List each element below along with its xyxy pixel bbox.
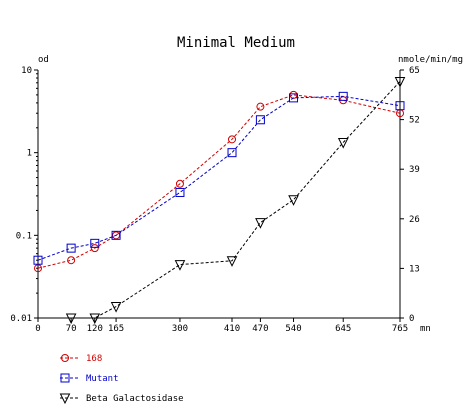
series-line <box>71 81 401 319</box>
y-right-tick-label: 52 <box>409 116 420 126</box>
data-point <box>111 230 121 240</box>
data-point <box>255 115 265 125</box>
data-point <box>289 93 299 103</box>
y-right-tick-label: 39 <box>409 165 420 175</box>
y-left-tick-label: 10 <box>21 66 32 76</box>
legend-entry: 168 <box>60 354 102 364</box>
x-tick-label: 470 <box>252 324 268 334</box>
data-point <box>175 179 184 188</box>
data-point <box>256 102 265 111</box>
data-point <box>174 260 186 271</box>
x-tick-label: 300 <box>172 324 188 334</box>
data-point <box>89 313 101 325</box>
legend-marker <box>61 354 69 362</box>
y-right-axis-label: nmole/min/mg <box>398 55 463 65</box>
data-point <box>337 137 349 149</box>
x-tick-label: 165 <box>108 324 124 334</box>
x-tick-label: 0 <box>35 324 40 334</box>
legend-label: Mutant <box>86 374 119 384</box>
data-point <box>67 256 76 265</box>
legend-marker <box>59 393 71 405</box>
y-right-tick-label: 0 <box>409 314 414 324</box>
legend-entry: Mutant <box>60 373 119 384</box>
data-point <box>394 76 406 88</box>
data-point <box>338 91 348 101</box>
legend-label: Beta Galactosidase <box>86 394 184 404</box>
x-axis-unit: mn <box>420 324 431 334</box>
data-point <box>90 244 99 253</box>
data-point <box>395 101 405 111</box>
y-left-tick-label: 0.01 <box>10 314 32 324</box>
data-point <box>65 313 77 325</box>
chart-title: Minimal Medium <box>177 35 295 51</box>
y-right-tick-label: 13 <box>409 264 420 274</box>
data-point <box>110 302 122 313</box>
data-point <box>90 238 100 248</box>
data-point <box>66 243 76 253</box>
data-point <box>34 264 42 273</box>
data-point <box>288 195 299 206</box>
data-point <box>33 255 43 265</box>
y-right-tick-label: 26 <box>409 215 420 225</box>
x-tick-label: 645 <box>335 324 351 334</box>
x-tick-label: 765 <box>392 324 408 334</box>
series-2 <box>33 91 405 265</box>
y-right-tick-label: 65 <box>409 66 420 76</box>
data-point <box>228 135 237 144</box>
data-point <box>255 218 266 229</box>
series-line <box>37 94 401 269</box>
y-left-tick-label: 1 <box>27 149 32 159</box>
series-3 <box>65 76 406 325</box>
x-tick-label: 70 <box>66 324 77 334</box>
x-tick-label: 120 <box>87 324 103 334</box>
legend-label: 168 <box>86 354 102 364</box>
data-point <box>175 187 185 197</box>
y-left-tick-label: 0.1 <box>16 231 32 241</box>
legend-entry: Beta Galactosidase <box>59 393 184 405</box>
y-left-axis-label: od <box>38 55 49 65</box>
x-tick-label: 540 <box>285 324 301 334</box>
x-tick-label: 410 <box>224 324 240 334</box>
legend-marker <box>60 373 70 383</box>
data-point <box>227 148 237 158</box>
series-1 <box>34 90 404 273</box>
data-point <box>226 256 238 267</box>
series-line <box>37 95 401 261</box>
